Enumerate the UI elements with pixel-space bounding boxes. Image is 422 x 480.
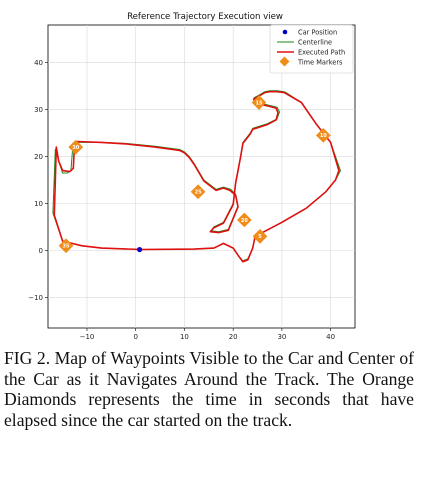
y-tick-label: 10 [34,200,43,208]
time-marker-label: 15 [256,100,263,106]
time-marker-diamond [252,229,268,244]
y-tick-label: −10 [28,294,43,302]
series-layer [52,90,341,263]
time-marker-label: 10 [320,133,327,139]
time-marker-15: 15 [251,95,267,110]
legend-car-position-label: Car Position [298,28,337,36]
x-tick-label: 10 [180,333,189,341]
legend-car-position-swatch [282,29,288,35]
legend: Car Position Centerline Executed Path Ti… [269,24,354,74]
x-tick-label: 0 [133,333,137,341]
time-marker-diamond [68,139,84,155]
x-tick-label: −10 [80,333,95,341]
grid-layer [48,25,355,328]
legend-time-markers-label: Time Markers [297,58,343,66]
figure-svg: Reference Trajectory Execution view −10 0… [28,12,356,341]
figure-caption: FIG 2. Map of Waypoints Visible to the C… [4,348,414,430]
time-marker-label: 25 [195,190,202,196]
y-tick-label: 40 [34,59,43,67]
y-tick-label: 20 [34,153,43,161]
x-tick-label: 40 [326,333,335,341]
x-tick-label: 20 [229,333,238,341]
executed-path-series [53,90,340,263]
time-marker-label: 35 [63,244,70,250]
time-marker-10: 10 [315,128,331,143]
time-marker-5: 5 [252,229,268,244]
time-marker-25: 25 [190,184,206,200]
legend-centerline-label: Centerline [298,38,332,46]
time-marker-30: 30 [68,139,84,155]
time-marker-diamond [251,95,267,110]
car-position-point [137,246,143,253]
time-marker-label: 5 [258,234,262,240]
time-marker-20: 20 [237,212,252,228]
y-tick-label: 30 [34,106,43,114]
time-marker-diamond [237,212,252,228]
legend-box [269,24,354,74]
time-marker-label: 30 [72,145,79,151]
time-marker-diamond [190,184,206,200]
y-tick-label: 0 [39,247,43,255]
legend-executed-path-label: Executed Path [298,48,345,56]
time-marker-label: 20 [241,218,248,224]
tick-layer: −10 0 10 20 30 40 −10 0 10 20 30 40 [28,59,335,341]
x-tick-label: 30 [277,333,286,341]
chart-title: Reference Trajectory Execution view [127,12,283,22]
time-marker-diamond [315,128,331,143]
